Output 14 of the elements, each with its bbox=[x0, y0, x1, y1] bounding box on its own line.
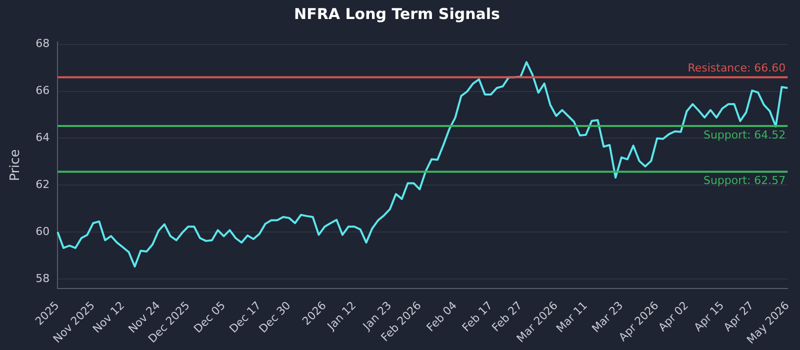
ref-line-label: Support: 62.57 bbox=[703, 174, 786, 188]
y-tick-label: 60 bbox=[36, 224, 50, 238]
y-tick-label: 64 bbox=[36, 131, 50, 144]
ref-line-label: Support: 64.52 bbox=[703, 128, 786, 142]
x-tick-label: Jan 12 bbox=[324, 298, 359, 334]
y-tick-label: 66 bbox=[36, 84, 50, 98]
ref-line-label: Resistance: 66.60 bbox=[688, 62, 786, 75]
y-tick-label: 58 bbox=[36, 272, 50, 285]
y-tick-label: 68 bbox=[36, 37, 50, 50]
chart-title: NFRA Long Term Signals bbox=[294, 4, 500, 23]
x-tick-label: Feb 04 bbox=[424, 298, 460, 334]
x-tick-label: Dec 05 bbox=[191, 298, 228, 336]
y-tick-label: 62 bbox=[36, 178, 50, 191]
y-axis-title: Price bbox=[8, 149, 24, 182]
